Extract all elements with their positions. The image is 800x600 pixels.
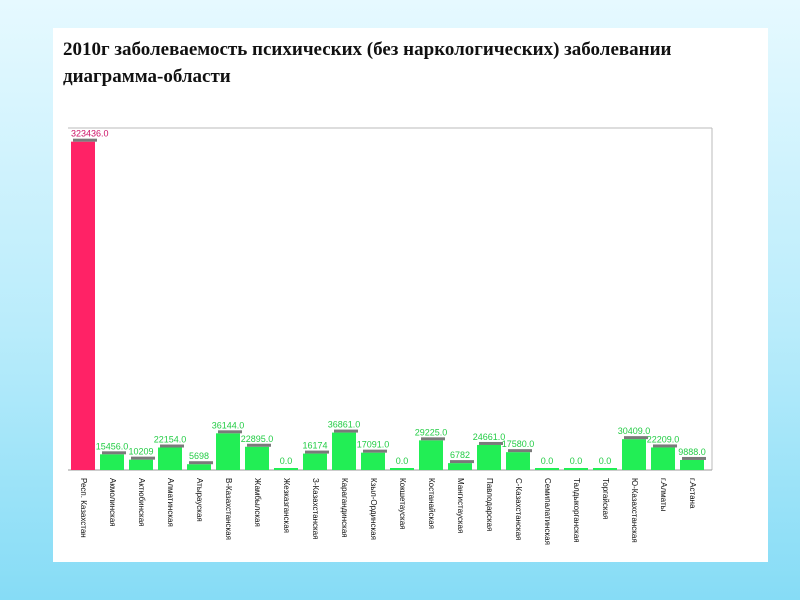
slide: 2010г заболеваемость психических (без на… <box>53 28 768 562</box>
value-label-13: 6782 <box>450 450 470 460</box>
value-label-14: 24661.0 <box>473 432 506 442</box>
category-label-21: г.Астана <box>688 478 697 509</box>
bar-cap-9 <box>334 429 358 433</box>
bar-17 <box>564 468 588 470</box>
bar-cap-14 <box>479 441 503 445</box>
bar-4 <box>187 464 211 470</box>
value-label-2: 10209 <box>128 447 153 457</box>
bar-16 <box>535 468 559 470</box>
value-label-8: 16174 <box>302 441 327 451</box>
bar-1 <box>100 454 124 470</box>
value-label-12: 29225.0 <box>415 427 448 437</box>
category-label-8: З-Казахстанская <box>311 478 320 539</box>
bar-2 <box>129 459 153 470</box>
bar-cap-15 <box>508 449 532 453</box>
category-label-4: Атырауская <box>195 478 204 522</box>
category-label-20: г.Алматы <box>659 478 668 512</box>
bar-cap-8 <box>305 450 329 454</box>
value-label-17: 0.0 <box>570 456 583 466</box>
bar-13 <box>448 463 472 470</box>
bar-3 <box>158 447 182 470</box>
bar-11 <box>390 468 414 470</box>
bar-21 <box>680 459 704 470</box>
category-label-17: Талдыкорганская <box>572 478 581 543</box>
bars-group <box>71 138 706 470</box>
category-label-3: Алматинская <box>166 478 175 527</box>
bar-15 <box>506 452 530 470</box>
value-label-6: 22895.0 <box>241 434 274 444</box>
bar-cap-21 <box>682 456 706 460</box>
value-label-5: 36144.0 <box>212 420 245 430</box>
category-label-2: Актюбинская <box>137 478 146 527</box>
bar-8 <box>303 453 327 470</box>
bar-20 <box>651 447 675 470</box>
bar-cap-3 <box>160 444 184 448</box>
value-label-15: 17580.0 <box>502 439 535 449</box>
value-label-18: 0.0 <box>599 456 612 466</box>
bar-5 <box>216 433 240 470</box>
bar-19 <box>622 439 646 470</box>
category-label-10: Кзыл-Ординская <box>369 478 378 540</box>
bar-cap-6 <box>247 443 271 447</box>
category-label-14: Павлодарская <box>485 478 494 531</box>
value-label-3: 22154.0 <box>154 435 187 445</box>
bar-cap-5 <box>218 430 242 434</box>
bar-cap-10 <box>363 449 387 453</box>
value-label-10: 17091.0 <box>357 440 390 450</box>
value-label-7: 0.0 <box>280 456 293 466</box>
category-label-1: Акмолинская <box>108 478 117 527</box>
category-label-15: С-Казахстанская <box>514 478 523 540</box>
bar-cap-1 <box>102 451 126 455</box>
value-label-0: 323436.0 <box>71 129 109 139</box>
category-label-9: Карагандинская <box>340 478 349 538</box>
category-label-13: Мангистауская <box>456 478 465 533</box>
bar-cap-13 <box>450 460 474 464</box>
bar-6 <box>245 446 269 470</box>
bar-18 <box>593 468 617 470</box>
bar-9 <box>332 432 356 470</box>
value-label-9: 36861.0 <box>328 420 361 430</box>
value-label-19: 30409.0 <box>618 426 651 436</box>
category-label-11: Кокшетауская <box>398 478 407 530</box>
value-label-1: 15456.0 <box>96 441 129 451</box>
value-label-20: 22209.0 <box>647 434 680 444</box>
category-label-6: Жамбылская <box>253 478 262 527</box>
category-label-16: Семипалатинская <box>543 478 552 545</box>
category-label-0: Респ. Казахстан <box>79 478 88 538</box>
bar-0 <box>71 141 95 470</box>
bar-14 <box>477 444 501 470</box>
bar-cap-12 <box>421 437 445 441</box>
bar-7 <box>274 468 298 470</box>
bar-cap-4 <box>189 461 213 465</box>
category-label-5: В-Казахстанская <box>224 478 233 540</box>
bar-10 <box>361 452 385 470</box>
bar-cap-20 <box>653 444 677 448</box>
category-label-19: Ю-Казахстанская <box>630 478 639 543</box>
page-title: 2010г заболеваемость психических (без на… <box>63 39 672 87</box>
bar-cap-0 <box>73 138 97 142</box>
value-label-4: 5698 <box>189 451 209 461</box>
value-label-11: 0.0 <box>396 456 409 466</box>
value-label-21: 9888.0 <box>678 447 706 457</box>
category-label-18: Торгайская <box>601 478 610 519</box>
value-label-16: 0.0 <box>541 456 554 466</box>
category-labels-group: Респ. Казахстан Акмолинская Актюбинская Алм… <box>79 478 697 545</box>
bar-cap-19 <box>624 436 648 440</box>
category-label-12: Костанайская <box>427 478 436 529</box>
bar-cap-2 <box>131 456 155 460</box>
bar-12 <box>419 440 443 470</box>
category-label-7: Жезказганская <box>282 478 291 533</box>
